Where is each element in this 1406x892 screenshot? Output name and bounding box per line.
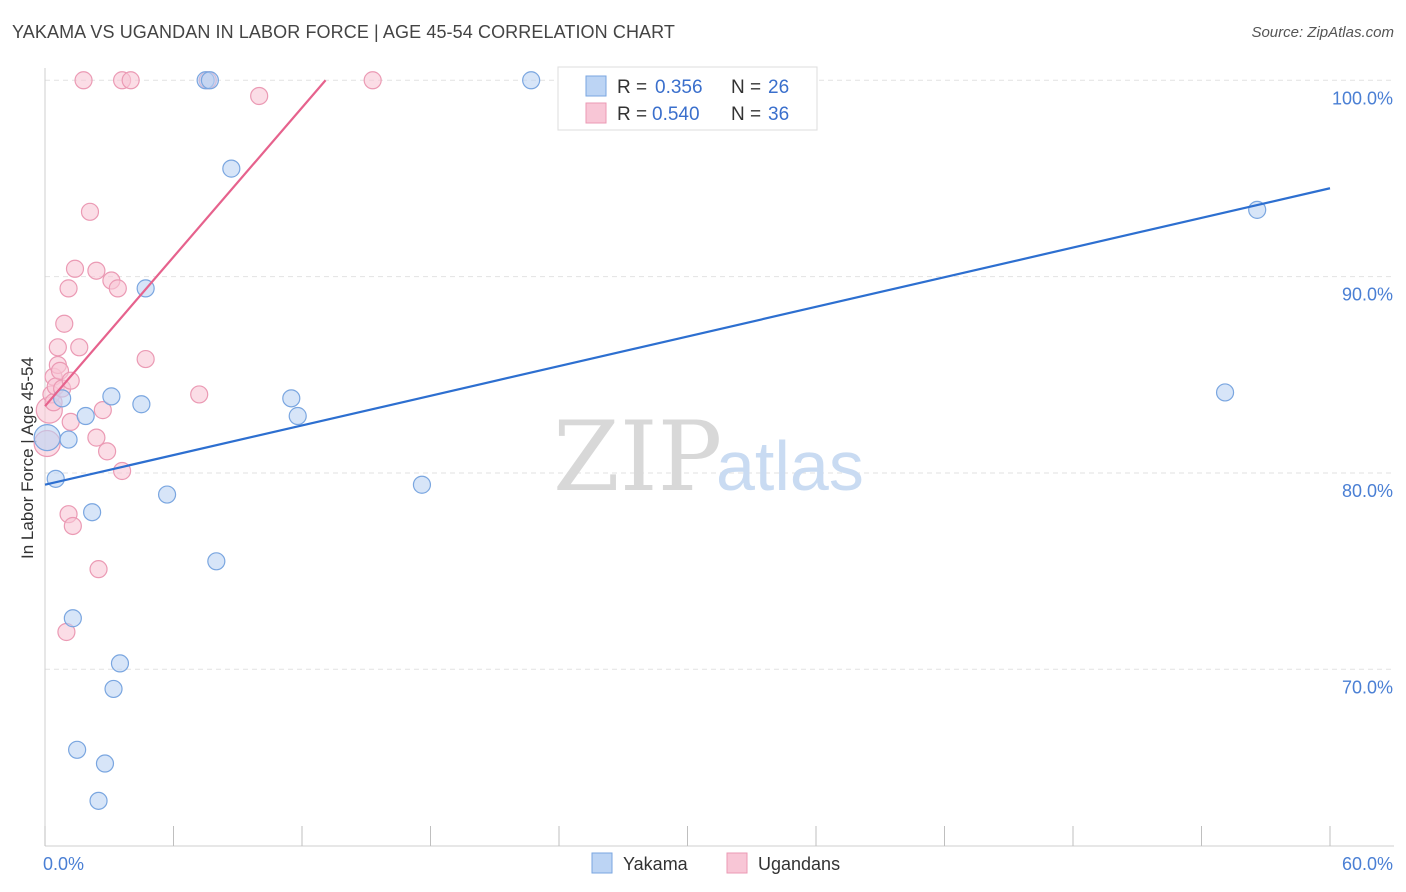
series-legend: Yakama Ugandans [591,852,840,874]
yakama-point-0 [33,424,61,452]
yakama-point-4 [63,609,82,628]
y-tick-label-1: 90.0% [1342,285,1393,305]
yakama-point-7 [83,503,102,522]
x-ticks [44,826,1331,846]
yakama-point-3 [59,430,78,449]
yakama-trend-line [44,187,1331,486]
ugandans-point-25 [98,442,117,461]
yakama-point-13 [132,395,151,414]
legend-r-value-yakama: 0.356 [655,77,703,98]
ugandans-point-7 [48,338,67,357]
trend-lines [44,79,1331,486]
y-tick-labels: 100.0% 90.0% 80.0% 70.0% [1332,88,1393,697]
y-tick-label-0: 100.0% [1332,88,1393,108]
chart-source: Source: ZipAtlas.com [1251,24,1394,41]
axes [44,68,1394,847]
legend-swatch-ugandans [585,102,607,124]
ugandans-point-10 [55,314,74,333]
yakama-point-2 [53,389,72,408]
yakama-point-8 [89,791,108,810]
yakama-point-24 [1215,383,1235,402]
ugandans-point-27 [108,279,127,298]
yakama-point-21 [288,406,307,426]
ugandans-point-16 [61,371,80,390]
ugandans-point-18 [70,338,89,357]
ugandans-point-23 [87,261,106,280]
series-legend-label-yakama: Yakama [623,854,689,874]
yakama-point-18 [207,552,226,571]
yakama-point-11 [104,679,123,699]
legend-n-value-ugandans: 36 [768,104,789,125]
ugandans-point-15 [63,516,82,536]
legend-n-value-yakama: 26 [768,77,789,98]
y-tick-label-2: 80.0% [1342,481,1393,501]
ugandans-point-20 [80,202,100,221]
yakama-point-1 [46,469,65,488]
yakama-point-22 [412,475,432,494]
yakama-point-6 [76,406,95,426]
chart-title: YAKAMA VS UGANDAN IN LABOR FORCE | AGE 4… [12,22,676,42]
stats-legend: R = 0.356 N = 26 R = 0.540 N = 36 [557,66,818,131]
x-tick-label-0: 0.0% [43,854,84,874]
watermark-zip: ZIP [553,401,722,513]
yakama-point-23 [522,71,541,90]
ugandans-point-17 [65,259,85,278]
yakama-point-5 [68,740,87,759]
yakama-point-17 [200,71,220,90]
legend-r-label-ugandans: R = [617,104,647,125]
yakama-point-9 [95,754,115,773]
ugandans-point-35 [363,71,382,90]
series-legend-label-ugandans: Ugandans [758,854,840,874]
ugandans-point-31 [136,349,155,369]
ugandans-points [33,71,382,642]
watermark-atlas: atlas [716,427,864,505]
ugandans-point-32 [190,385,209,404]
watermark: ZIP atlas [553,401,864,513]
ugandans-trend-line [44,79,327,407]
yakama-point-10 [102,387,121,406]
ugandans-point-30 [121,71,140,90]
legend-r-label-yakama: R = [617,77,647,98]
legend-swatch-yakama [585,75,607,97]
ugandans-point-24 [93,401,112,420]
yakama-point-15 [157,485,177,504]
ugandans-point-21 [87,428,106,447]
x-tick-label-1: 60.0% [1342,854,1393,874]
series-legend-swatch-ugandans [726,852,748,874]
ugandans-point-34 [250,86,269,106]
ugandans-point-19 [74,71,93,90]
ugandans-point-22 [89,560,108,579]
legend-n-label-yakama: N = [731,77,761,98]
series-legend-swatch-yakama [591,852,613,874]
x-tick-labels: 0.0% 60.0% [43,854,1393,874]
yakama-point-19 [222,159,241,178]
y-tick-label-3: 70.0% [1342,677,1393,697]
legend-r-value-ugandans: 0.540 [652,104,700,125]
yakama-point-12 [110,654,130,673]
ugandans-point-12 [59,279,78,298]
yakama-point-20 [282,389,301,408]
gridlines [45,79,1394,670]
legend-n-label-ugandans: N = [731,104,761,125]
